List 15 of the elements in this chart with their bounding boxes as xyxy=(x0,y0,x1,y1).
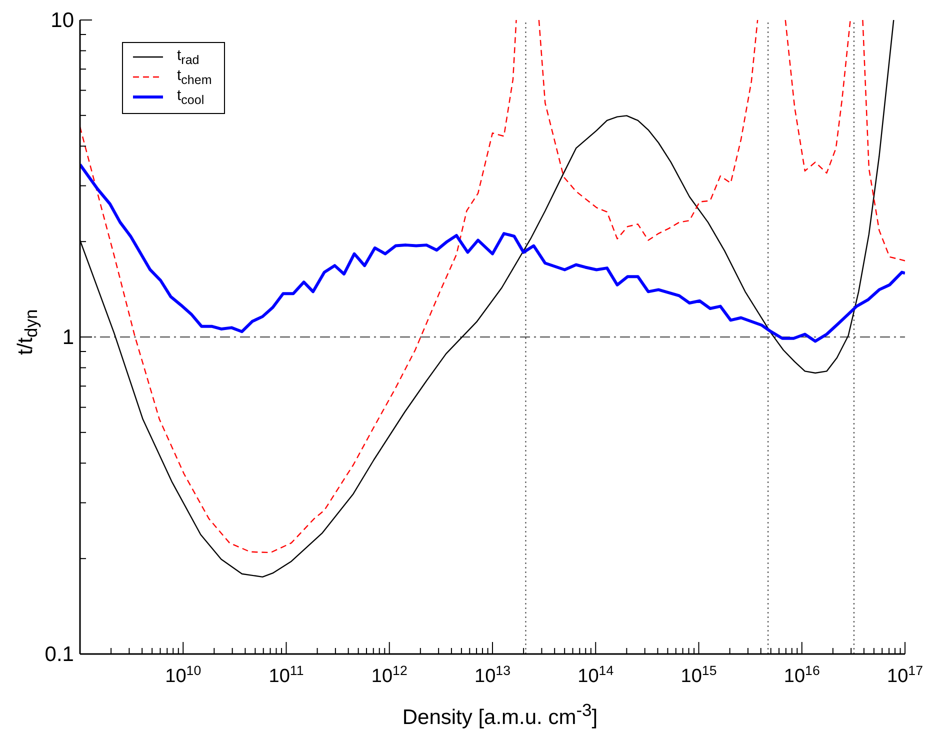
x-tick-label: 10$^{16}$ xyxy=(784,662,820,687)
x-tick-label: 10$^{15}$ xyxy=(680,662,717,687)
x-tick-label: 10$^{17}$ xyxy=(887,662,923,687)
x-axis-title: Density [a.m.u. cm$^{-3}$] xyxy=(401,700,599,730)
y-tick-label: 0.1 xyxy=(44,643,74,666)
x-tick-label: 10$^{13}$ xyxy=(474,662,510,687)
x-tick-label: 10$^{14}$ xyxy=(578,662,614,687)
y-tick-label: 1 xyxy=(62,326,74,349)
y-tick-label: 10 xyxy=(50,9,74,32)
x-tick-label: 10$^{11}$ xyxy=(268,662,304,687)
x-tick-label: 10$^{10}$ xyxy=(165,662,202,687)
legend-label: t$_{chem}$ xyxy=(177,67,212,87)
legend-label: t$_{cool}$ xyxy=(177,87,204,107)
x-tick-label: 10$^{12}$ xyxy=(371,662,408,687)
legend-label: t$_{rad}$ xyxy=(177,47,200,67)
